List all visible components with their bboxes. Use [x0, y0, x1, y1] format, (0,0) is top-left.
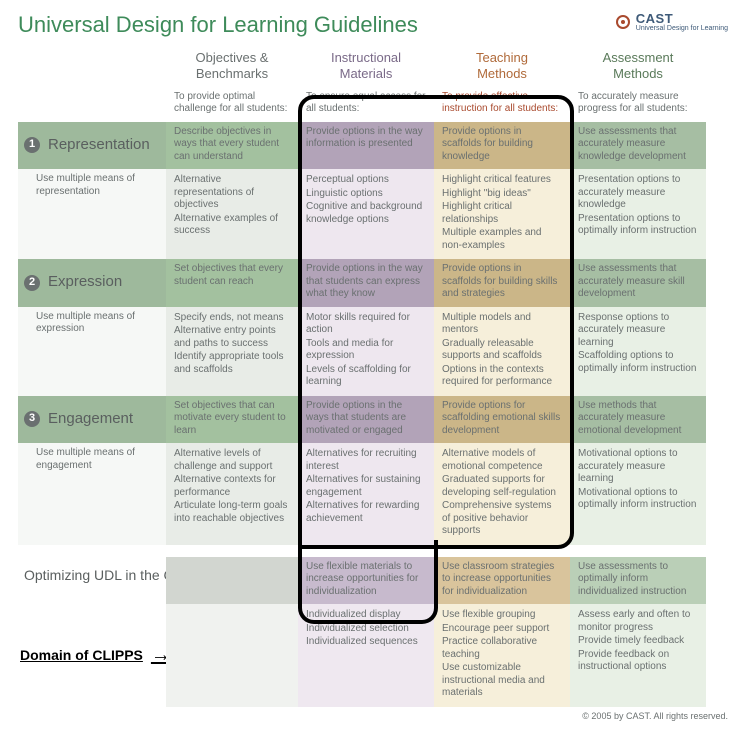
spacer: [18, 545, 706, 557]
detail-cell: Alternatives for recruiting interestAlte…: [298, 443, 434, 545]
opt-band-cell: Use flexible materials to increase oppor…: [298, 557, 434, 605]
band-cell: Provide options in scaffolds for buildin…: [434, 122, 570, 170]
opt-detail-cell: Use flexible groupingEncourage peer supp…: [434, 604, 570, 707]
principle-sub: Use multiple means of expression: [18, 307, 166, 396]
subhead-objectives: To provide optimal challenge for all stu…: [166, 89, 298, 122]
band-cell: Provide options in scaffolds for buildin…: [434, 259, 570, 307]
subhead-teaching: To provide effective instruction for all…: [434, 89, 570, 122]
page-title: Universal Design for Learning Guidelines: [18, 12, 418, 38]
principle-title: 2Expression: [18, 259, 166, 307]
detail-cell: Alternative models of emotional competen…: [434, 443, 570, 545]
band-cell: Use assessments that accurately measure …: [570, 259, 706, 307]
corner-blank: [18, 46, 166, 89]
detail-cell: Multiple models and mentorsGradually rel…: [434, 307, 570, 396]
detail-cell: Alternative levels of challenge and supp…: [166, 443, 298, 545]
cast-logo-icon: [616, 15, 630, 29]
opt-band-cell: Use assessments to optimally inform indi…: [570, 557, 706, 605]
opt-detail-cell: [166, 604, 298, 707]
detail-cell: Presentation options to accurately measu…: [570, 169, 706, 259]
cast-logo: CAST Universal Design for Learning: [616, 12, 728, 32]
copyright: © 2005 by CAST. All rights reserved.: [18, 711, 728, 721]
subhead-blank: [18, 89, 166, 122]
band-cell: Use assessments that accurately measure …: [570, 122, 706, 170]
col-head-objectives: Objectives & Benchmarks: [166, 46, 298, 89]
col-head-assessment: Assessment Methods: [570, 46, 706, 89]
header: Universal Design for Learning Guidelines…: [18, 12, 728, 38]
col-head-teaching: Teaching Methods: [434, 46, 570, 89]
clipps-label: Domain of CLIPPS→: [18, 604, 166, 707]
band-cell: Set objectives that can motivate every s…: [166, 396, 298, 444]
opt-detail-cell: Individualized displayIndividualized sel…: [298, 604, 434, 707]
opt-detail-cell: Assess early and often to monitor progre…: [570, 604, 706, 707]
band-cell: Set objectives that every student can re…: [166, 259, 298, 307]
principle-title: 1Representation: [18, 122, 166, 170]
optimize-title: Optimizing UDL in the Classroom: [18, 557, 166, 605]
detail-cell: Motor skills required for actionTools an…: [298, 307, 434, 396]
band-cell: Provide options for scaffolding emotiona…: [434, 396, 570, 444]
detail-cell: Response options to accurately measure l…: [570, 307, 706, 396]
principle-sub: Use multiple means of engagement: [18, 443, 166, 545]
subhead-assessment: To accurately measure progress for all s…: [570, 89, 706, 122]
band-cell: Describe objectives in ways that every s…: [166, 122, 298, 170]
detail-cell: Alternative representations of objective…: [166, 169, 298, 259]
logo-sub: Universal Design for Learning: [636, 25, 728, 32]
band-cell: Provide options in the ways that student…: [298, 396, 434, 444]
detail-cell: Motivational options to accurately measu…: [570, 443, 706, 545]
principle-title: 3Engagement: [18, 396, 166, 444]
opt-band-cell: [166, 557, 298, 605]
band-cell: Provide options in the way information i…: [298, 122, 434, 170]
detail-cell: Highlight critical featuresHighlight "bi…: [434, 169, 570, 259]
detail-cell: Specify ends, not meansAlternative entry…: [166, 307, 298, 396]
col-head-materials: Instructional Materials: [298, 46, 434, 89]
band-cell: Provide options in the way that students…: [298, 259, 434, 307]
opt-band-cell: Use classroom strategies to increase opp…: [434, 557, 570, 605]
logo-name: CAST: [636, 12, 728, 25]
principle-sub: Use multiple means of representation: [18, 169, 166, 259]
subhead-materials: To ensure equal access for all students:: [298, 89, 434, 122]
band-cell: Use methods that accurately measure emot…: [570, 396, 706, 444]
udl-table: Objectives & Benchmarks Instructional Ma…: [18, 46, 728, 707]
detail-cell: Perceptual optionsLinguistic optionsCogn…: [298, 169, 434, 259]
